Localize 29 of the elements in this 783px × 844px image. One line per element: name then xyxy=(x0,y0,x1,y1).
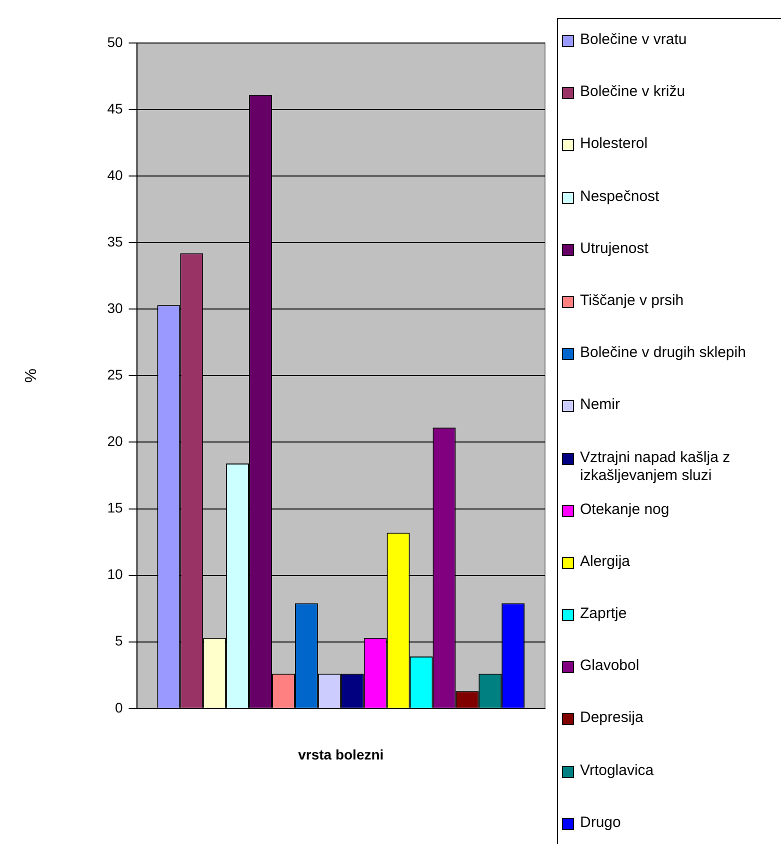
legend-label: Nespečnost xyxy=(580,188,660,206)
y-tick-label: 15 xyxy=(107,500,123,516)
legend-label: Otekanje nog xyxy=(580,500,670,519)
legend-label: Bolečine v križu xyxy=(580,83,686,102)
y-tick-label: 5 xyxy=(114,632,123,649)
legend-label: Bolečine v vratu xyxy=(580,31,687,49)
x-axis-title: vrsta bolezni xyxy=(298,746,384,762)
y-tick-label: 35 xyxy=(107,233,123,250)
legend-label: Tiščanje v prsih xyxy=(580,292,684,310)
y-tick-label: 40 xyxy=(107,166,123,183)
y-tick-label: 10 xyxy=(107,566,123,582)
y-tick-label: 50 xyxy=(107,34,123,50)
legend-label: Holesterol xyxy=(580,135,648,154)
legend-label: Zaprtje xyxy=(580,605,627,624)
legend-label: Bolečine v drugih sklepih xyxy=(580,344,746,362)
legend-label: Vrtoglavica xyxy=(580,762,654,780)
legend-label: Utrujenost xyxy=(580,240,648,258)
y-tick-label: 30 xyxy=(107,300,123,316)
y-tick-label: 45 xyxy=(107,100,123,116)
legend-label: Alergija xyxy=(580,552,630,571)
y-tick-label: 25 xyxy=(107,366,123,383)
legend-label: Vztrajni napad kašlja z izkašljevanjem sluzi xyxy=(580,448,732,484)
legend-label: Drugo xyxy=(580,814,621,832)
legend-label: Depresija xyxy=(580,709,644,728)
legend-label: Nemir xyxy=(580,396,620,414)
y-tick-label: 20 xyxy=(107,433,123,450)
y-tick-label: 0 xyxy=(114,699,123,716)
y-axis-title: % xyxy=(23,368,40,383)
legend-label: Glavobol xyxy=(580,657,640,676)
